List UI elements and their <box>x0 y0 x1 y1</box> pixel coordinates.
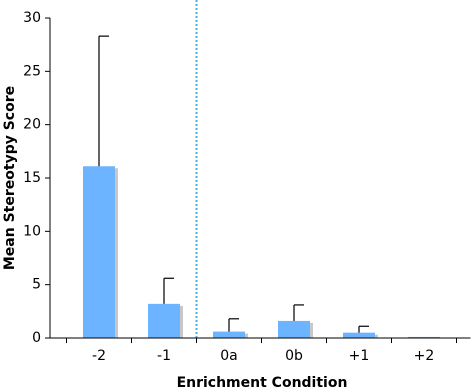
x-tick-label: +2 <box>414 348 435 364</box>
bar <box>83 166 115 338</box>
bar <box>213 331 245 338</box>
y-tick-label: 5 <box>32 277 41 293</box>
y-tick-label: 25 <box>23 63 41 79</box>
x-tick-label: 0a <box>220 348 238 364</box>
bar <box>148 303 180 338</box>
bar <box>408 336 440 338</box>
bar <box>343 332 375 338</box>
y-axis-title: Mean Stereotypy Score <box>2 86 18 270</box>
y-tick-label: 30 <box>23 10 41 26</box>
error-bar <box>98 35 109 167</box>
error-bar <box>358 325 369 333</box>
bar <box>278 320 310 338</box>
x-tick-label: -2 <box>92 348 106 364</box>
x-tick-label: +1 <box>349 348 370 364</box>
x-tick-label: -1 <box>157 348 171 364</box>
x-tick-label: 0b <box>285 348 303 364</box>
y-tick-label: 20 <box>23 117 41 133</box>
error-bar <box>228 318 239 332</box>
y-tick-label: 15 <box>23 170 41 186</box>
y-tick-label: 10 <box>23 223 41 239</box>
x-axis-title: Enrichment Condition <box>177 375 348 391</box>
error-bar <box>293 304 304 321</box>
error-bar <box>163 277 174 304</box>
y-tick-label: 0 <box>32 330 41 346</box>
